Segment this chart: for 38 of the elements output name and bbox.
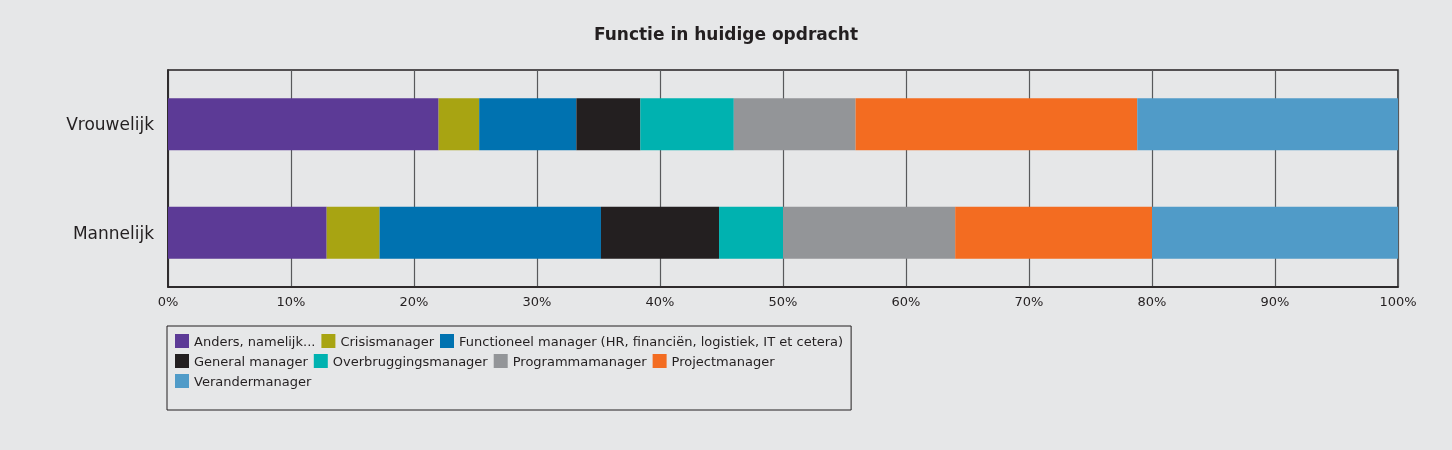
bar bbox=[733, 98, 856, 151]
y-tick-label: Mannelijk bbox=[72, 222, 155, 243]
legend-label: Anders, namelijk... bbox=[194, 333, 316, 349]
x-tick-label: 10% bbox=[276, 294, 306, 309]
bar bbox=[168, 206, 327, 259]
x-tick-label: 100% bbox=[1379, 294, 1417, 309]
bar bbox=[719, 206, 783, 259]
x-tick-label: 60% bbox=[891, 294, 921, 309]
x-tick-label: 0% bbox=[157, 294, 179, 309]
bar bbox=[783, 206, 956, 259]
bar bbox=[168, 98, 439, 151]
chart-title: Functie in huidige opdracht bbox=[593, 23, 859, 44]
bar bbox=[600, 206, 720, 259]
legend-label: Verandermanager bbox=[194, 373, 312, 389]
bar bbox=[955, 206, 1152, 259]
bar bbox=[576, 98, 641, 151]
y-tick-label: Vrouwelijk bbox=[66, 114, 155, 135]
legend-label: Overbruggingsmanager bbox=[332, 353, 489, 369]
bar bbox=[479, 98, 577, 151]
legend-label: Functioneel manager (HR, financiën, logistiek, IT et cetera) bbox=[459, 333, 844, 349]
bar bbox=[1152, 206, 1398, 259]
bar bbox=[438, 98, 480, 151]
x-tick-label: 50% bbox=[768, 294, 798, 309]
bar bbox=[379, 206, 601, 259]
bar bbox=[1137, 98, 1398, 151]
x-tick-label: 90% bbox=[1260, 294, 1290, 309]
x-tick-label: 20% bbox=[399, 294, 429, 309]
legend-label: Crisismanager bbox=[340, 333, 435, 349]
x-tick-label: 40% bbox=[645, 294, 675, 309]
x-tick-label: 70% bbox=[1014, 294, 1044, 309]
bar bbox=[640, 98, 734, 151]
bar bbox=[855, 98, 1138, 151]
x-tick-label: 30% bbox=[522, 294, 552, 309]
x-tick-label: 80% bbox=[1137, 294, 1167, 309]
legend-label: Projectmanager bbox=[671, 353, 776, 369]
bar bbox=[326, 206, 380, 259]
legend-label: Programmamanager bbox=[512, 353, 648, 369]
legend-label: General manager bbox=[194, 353, 309, 369]
